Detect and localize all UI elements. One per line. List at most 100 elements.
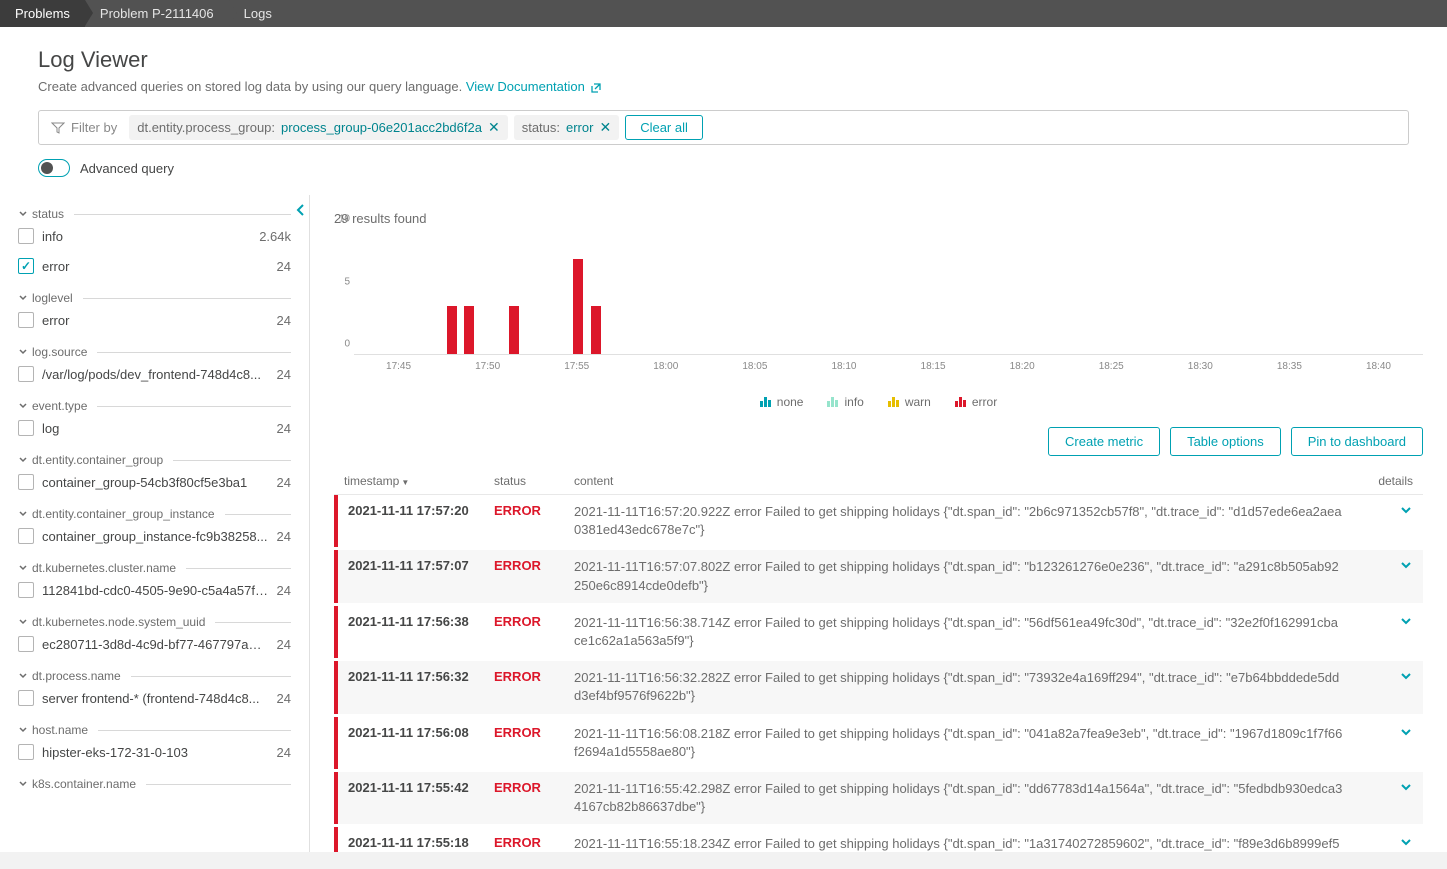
log-status: ERROR bbox=[494, 780, 574, 795]
breadcrumb-item[interactable]: Problems bbox=[0, 0, 85, 27]
filter-bar[interactable]: Filter by dt.entity.process_group: proce… bbox=[38, 110, 1409, 145]
log-row[interactable]: 2021-11-11 17:55:18 ERROR 2021-11-11T16:… bbox=[334, 827, 1423, 852]
legend-item[interactable]: info bbox=[827, 395, 863, 409]
action-button[interactable]: Table options bbox=[1170, 427, 1281, 456]
facet-item[interactable]: container_group_instance-fc9b38258...24 bbox=[18, 521, 291, 551]
results-count: 29 results found bbox=[334, 211, 1423, 226]
facet-item[interactable]: hipster-eks-172-31-0-10324 bbox=[18, 737, 291, 767]
facet-header[interactable]: dt.kubernetes.cluster.name bbox=[18, 561, 291, 575]
facet-checkbox[interactable] bbox=[18, 312, 34, 328]
log-row[interactable]: 2021-11-11 17:55:42 ERROR 2021-11-11T16:… bbox=[334, 772, 1423, 824]
facet-header[interactable]: dt.kubernetes.node.system_uuid bbox=[18, 615, 291, 629]
log-row[interactable]: 2021-11-11 17:56:32 ERROR 2021-11-11T16:… bbox=[334, 661, 1423, 713]
x-tick: 17:45 bbox=[386, 361, 411, 372]
facet-checkbox[interactable] bbox=[18, 366, 34, 382]
x-tick: 17:50 bbox=[475, 361, 500, 372]
facet-checkbox[interactable] bbox=[18, 228, 34, 244]
facet-checkbox[interactable] bbox=[18, 258, 34, 274]
facet-header[interactable]: dt.entity.container_group bbox=[18, 453, 291, 467]
chart-bar[interactable] bbox=[464, 306, 474, 354]
log-row[interactable]: 2021-11-11 17:56:08 ERROR 2021-11-11T16:… bbox=[334, 717, 1423, 769]
chart-bar[interactable] bbox=[573, 259, 583, 354]
log-expand[interactable] bbox=[1363, 558, 1413, 575]
facet-item[interactable]: 112841bd-cdc0-4505-9e90-c5a4a57f5...24 bbox=[18, 575, 291, 605]
facet-item[interactable]: ec280711-3d8d-4c9d-bf77-467797a7d...24 bbox=[18, 629, 291, 659]
facet-header[interactable]: event.type bbox=[18, 399, 291, 413]
log-expand[interactable] bbox=[1363, 725, 1413, 742]
chevron-down-icon bbox=[18, 671, 28, 681]
log-expand[interactable] bbox=[1363, 503, 1413, 520]
log-row[interactable]: 2021-11-11 17:56:38 ERROR 2021-11-11T16:… bbox=[334, 606, 1423, 658]
legend-label: warn bbox=[905, 395, 931, 409]
facet-item[interactable]: info2.64k bbox=[18, 221, 291, 251]
advanced-query-toggle[interactable] bbox=[38, 159, 70, 177]
facet-item[interactable]: container_group-54cb3f80cf5e3ba124 bbox=[18, 467, 291, 497]
facet-header[interactable]: dt.entity.container_group_instance bbox=[18, 507, 291, 521]
facet-checkbox[interactable] bbox=[18, 744, 34, 760]
header-timestamp[interactable]: timestamp▼ bbox=[344, 474, 494, 488]
sidebar-collapse-handle[interactable] bbox=[295, 203, 307, 220]
log-status: ERROR bbox=[494, 669, 574, 684]
facet-group: dt.kubernetes.node.system_uuidec280711-3… bbox=[18, 615, 291, 659]
chart-bar[interactable] bbox=[447, 306, 457, 354]
chevron-down-icon bbox=[18, 779, 28, 789]
filter-chip[interactable]: status: error✕ bbox=[514, 115, 619, 140]
log-expand[interactable] bbox=[1363, 835, 1413, 852]
facet-item[interactable]: error24 bbox=[18, 251, 291, 281]
doc-link[interactable]: View Documentation bbox=[466, 79, 603, 94]
chevron-down-icon bbox=[1399, 558, 1413, 572]
legend-label: error bbox=[972, 395, 997, 409]
facet-sidebar: statusinfo2.64kerror24loglevelerror24log… bbox=[0, 195, 310, 852]
facet-header[interactable]: dt.process.name bbox=[18, 669, 291, 683]
chevron-down-icon bbox=[18, 617, 28, 627]
facet-count: 24 bbox=[277, 421, 291, 436]
log-expand[interactable] bbox=[1363, 669, 1413, 686]
facet-label: ec280711-3d8d-4c9d-bf77-467797a7d... bbox=[42, 637, 269, 652]
filter-chip-remove[interactable]: ✕ bbox=[599, 119, 611, 136]
facet-checkbox[interactable] bbox=[18, 690, 34, 706]
filter-chip[interactable]: dt.entity.process_group: process_group-0… bbox=[129, 115, 507, 140]
facet-checkbox[interactable] bbox=[18, 636, 34, 652]
facet-item[interactable]: log24 bbox=[18, 413, 291, 443]
facet-name: log.source bbox=[32, 345, 87, 359]
log-expand[interactable] bbox=[1363, 614, 1413, 631]
facet-checkbox[interactable] bbox=[18, 420, 34, 436]
chart-bar[interactable] bbox=[509, 306, 519, 354]
chevron-down-icon bbox=[1399, 503, 1413, 517]
x-tick: 18:30 bbox=[1188, 361, 1213, 372]
chart-bar[interactable] bbox=[591, 306, 601, 354]
facet-checkbox[interactable] bbox=[18, 582, 34, 598]
facet-item[interactable]: /var/log/pods/dev_frontend-748d4c8...24 bbox=[18, 359, 291, 389]
x-tick: 18:35 bbox=[1277, 361, 1302, 372]
facet-header[interactable]: host.name bbox=[18, 723, 291, 737]
clear-all-button[interactable]: Clear all bbox=[625, 115, 703, 140]
legend-item[interactable]: error bbox=[955, 395, 997, 409]
facet-item[interactable]: server frontend-* (frontend-748d4c8...24 bbox=[18, 683, 291, 713]
breadcrumb-item[interactable]: Logs bbox=[229, 0, 287, 27]
facet-header[interactable]: loglevel bbox=[18, 291, 291, 305]
facet-item[interactable]: error24 bbox=[18, 305, 291, 335]
action-button[interactable]: Create metric bbox=[1048, 427, 1160, 456]
log-row[interactable]: 2021-11-11 17:57:07 ERROR 2021-11-11T16:… bbox=[334, 550, 1423, 602]
action-button[interactable]: Pin to dashboard bbox=[1291, 427, 1423, 456]
filter-chip-remove[interactable]: ✕ bbox=[488, 119, 500, 136]
facet-header[interactable]: status bbox=[18, 207, 291, 221]
header-content[interactable]: content bbox=[574, 474, 1353, 488]
legend-item[interactable]: warn bbox=[888, 395, 931, 409]
x-tick: 18:05 bbox=[742, 361, 767, 372]
chevron-down-icon bbox=[1399, 725, 1413, 739]
facet-header[interactable]: log.source bbox=[18, 345, 291, 359]
log-row[interactable]: 2021-11-11 17:57:20 ERROR 2021-11-11T16:… bbox=[334, 495, 1423, 547]
legend-item[interactable]: none bbox=[760, 395, 804, 409]
legend-label: none bbox=[777, 395, 804, 409]
breadcrumb-item[interactable]: Problem P-2111406 bbox=[85, 0, 229, 27]
facet-group: dt.kubernetes.cluster.name112841bd-cdc0-… bbox=[18, 561, 291, 605]
facet-checkbox[interactable] bbox=[18, 528, 34, 544]
facet-name: event.type bbox=[32, 399, 87, 413]
log-status: ERROR bbox=[494, 725, 574, 740]
facet-checkbox[interactable] bbox=[18, 474, 34, 490]
header-status[interactable]: status bbox=[494, 474, 574, 488]
facet-header[interactable]: k8s.container.name bbox=[18, 777, 291, 791]
log-expand[interactable] bbox=[1363, 780, 1413, 797]
facet-group: k8s.container.name bbox=[18, 777, 291, 791]
